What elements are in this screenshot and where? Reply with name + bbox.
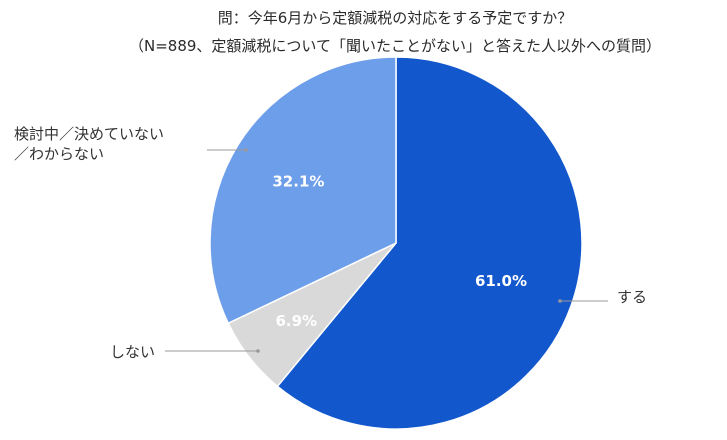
leader-dot [244, 148, 248, 152]
slice-category-label: しない [110, 343, 155, 361]
pie-slices [209, 56, 583, 430]
leader-lines [165, 148, 608, 353]
pie-slice [276, 56, 583, 430]
chart-title: 問：今年6月から定額減税の対応をする予定ですか？ [218, 9, 573, 27]
slice-percent-label: 61.0% [475, 272, 527, 290]
pie-slice [209, 56, 397, 325]
leader-dot [558, 299, 562, 303]
slice-percent-label: 6.9% [275, 312, 317, 330]
slice-labels: 61.0% する 6.9% しない 32.1% 検討中／決めていない／わからない [14, 125, 647, 361]
leader-dot [256, 349, 260, 353]
slice-percent-label: 32.1% [272, 173, 324, 191]
chart-subtitle: （N=889、定額減税について「聞いたことがない」と答えた人以外への質問） [129, 37, 661, 55]
slice-category-label: する [617, 288, 647, 306]
slice-category-label: 検討中／決めていない／わからない [14, 125, 164, 163]
